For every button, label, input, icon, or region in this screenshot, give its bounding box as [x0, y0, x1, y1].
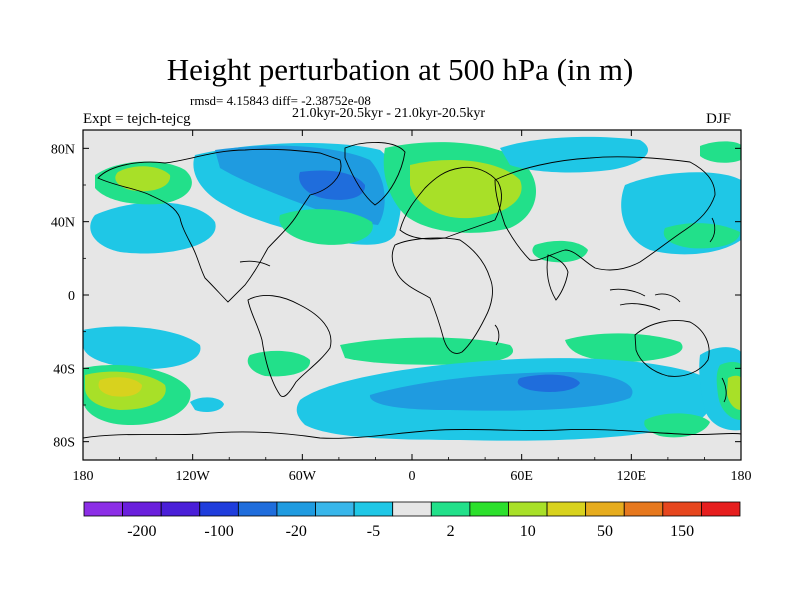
chart-title: Height perturbation at 500 hPa (in m)	[166, 52, 634, 87]
contour-region	[517, 374, 580, 392]
lat-tick-label: 80S	[53, 436, 75, 451]
colorbar-label: -100	[204, 523, 233, 540]
lon-tick-label: 60W	[289, 469, 317, 484]
colorbar-swatch	[585, 501, 625, 517]
lon-tick-label: 180	[73, 469, 94, 484]
coastline-india	[546, 254, 569, 301]
contour-region	[90, 202, 216, 254]
lon-tick-label: 0	[409, 469, 416, 484]
contour-region	[700, 141, 741, 163]
colorbar-swatch	[392, 501, 432, 517]
contour-region	[83, 326, 201, 369]
colorbar-swatch	[122, 501, 162, 517]
colorbar-swatch	[83, 501, 123, 517]
colorbar-swatch	[276, 501, 316, 517]
coastline-greenland	[344, 141, 406, 206]
season-label: DJF	[706, 111, 732, 127]
coastlines	[83, 141, 741, 439]
colorbar-swatch	[315, 501, 355, 517]
coastline-asia	[494, 156, 716, 271]
coastline-north-america	[97, 148, 342, 303]
colorbar-label: 150	[670, 523, 694, 540]
coastline-south-america	[247, 294, 332, 397]
contour-region	[644, 413, 710, 438]
coastline-caribbean	[239, 260, 271, 267]
contour-region	[500, 136, 649, 173]
lon-tick-label: 120E	[617, 469, 647, 484]
experiment-label: Expt = tejch-tejcg	[83, 111, 191, 127]
lat-tick-label: 40N	[51, 216, 75, 231]
colorbar-label: -5	[367, 523, 380, 540]
colorbar-swatch	[623, 501, 664, 517]
coastline-australia	[634, 320, 710, 377]
contour-region	[410, 160, 522, 219]
contour-region	[115, 166, 171, 192]
contour-region	[215, 145, 385, 225]
lat-tick-label: 80N	[51, 142, 75, 157]
coastline-africa	[391, 237, 493, 354]
coastline-new-zealand	[721, 377, 727, 403]
lat-tick-label: 40S	[53, 362, 75, 377]
latitude-axis: 80N 40N 0 40S 80S	[51, 142, 741, 451]
contour-region	[299, 170, 366, 200]
colorbar-swatch	[508, 501, 548, 517]
stats-line: rmsd= 4.15843 diff= -2.38752e-08	[190, 93, 371, 108]
lon-tick-label: 120W	[176, 469, 211, 484]
coastline-sea-islands	[609, 288, 681, 311]
contour-region	[340, 337, 514, 365]
coastline-madagascar	[494, 324, 500, 346]
colorbar-swatch	[237, 501, 278, 517]
colorbar-labels: -200 -100 -20 -5 2 10 50 150	[127, 523, 694, 540]
colorbar-label: 10	[520, 523, 536, 540]
lat-tick-label: 0	[68, 289, 75, 304]
contour-region	[663, 223, 740, 249]
colorbar-swatch	[430, 501, 471, 517]
coastline-japan	[709, 217, 716, 243]
contour-region	[279, 209, 373, 245]
contour-region	[247, 350, 311, 377]
colorbar	[83, 501, 741, 517]
colorbar-swatch	[199, 501, 239, 517]
lon-tick-label: 60E	[510, 469, 533, 484]
contour-region	[727, 375, 741, 410]
colorbar-swatch	[662, 501, 702, 517]
colorbar-swatch	[469, 501, 509, 517]
colorbar-label: -20	[286, 523, 307, 540]
colorbar-label: 2	[447, 523, 455, 540]
coastline-antarctica	[83, 428, 741, 439]
longitude-axis: 180 120W 60W 0 60E 120E 180	[73, 130, 752, 484]
period-line: 21.0kyr-20.5kyr - 21.0kyr-20.5kyr	[292, 106, 486, 121]
colorbar-swatch	[353, 501, 394, 517]
contour-region	[98, 377, 142, 397]
colorbar-swatch	[701, 501, 741, 517]
colorbar-label: 50	[597, 523, 613, 540]
contour-region	[565, 333, 683, 362]
colorbar-swatch	[160, 501, 201, 517]
lon-tick-label: 180	[731, 469, 752, 484]
contour-field	[83, 136, 741, 441]
colorbar-swatch	[546, 501, 587, 517]
contour-region	[190, 397, 224, 412]
colorbar-label: -200	[127, 523, 156, 540]
